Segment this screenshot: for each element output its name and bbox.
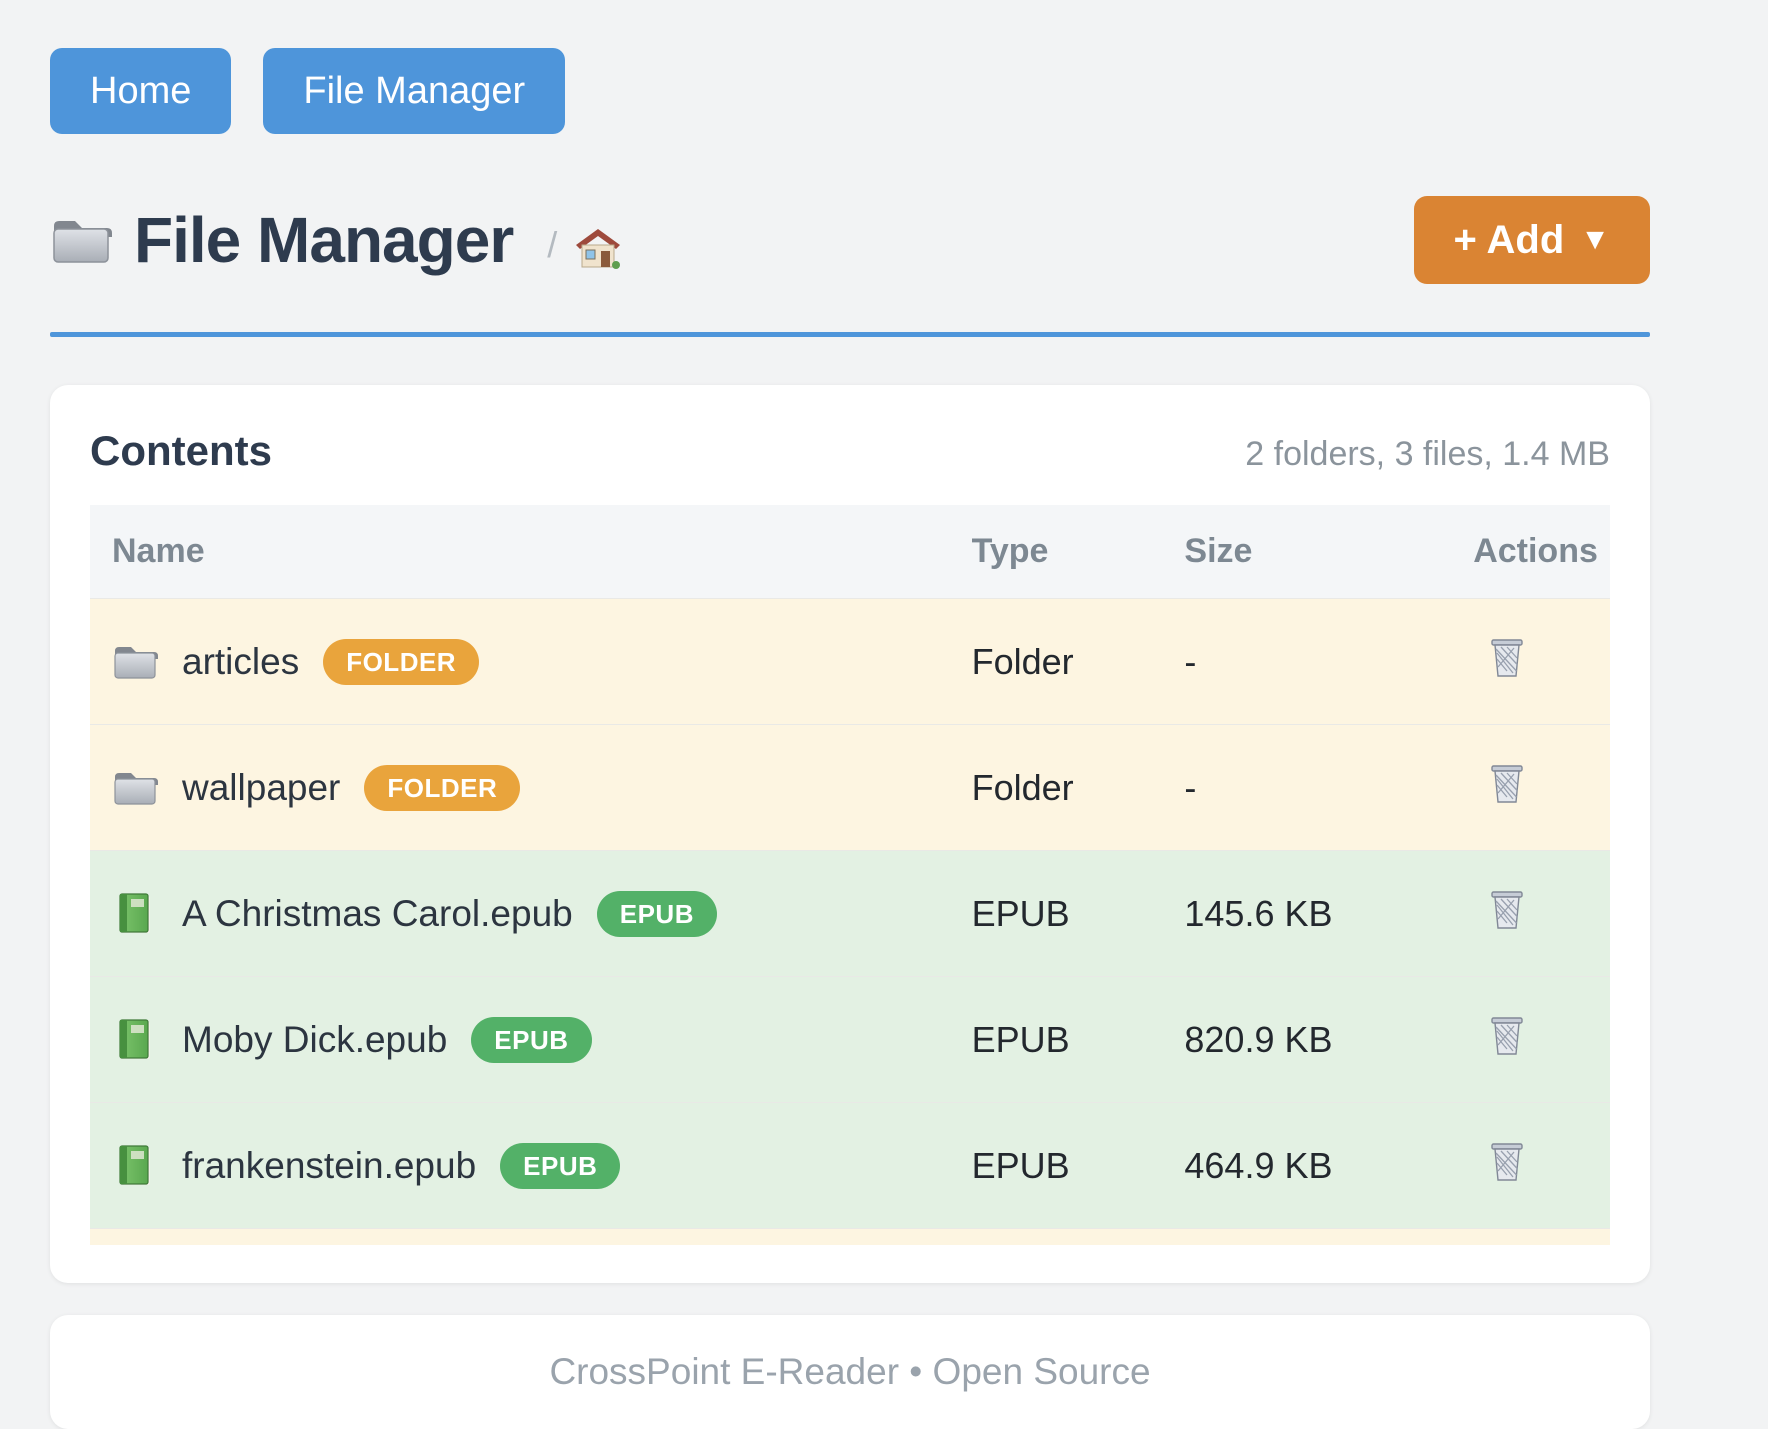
top-nav: Home File Manager — [50, 48, 1650, 134]
page-header: File Manager / + Add ▼ — [50, 192, 1650, 288]
type-badge: EPUB — [500, 1142, 621, 1189]
type-cell: Folder — [971, 724, 1185, 851]
folder-icon — [112, 640, 158, 684]
table-row: A Christmas Carol.epub EPUB EPUB 145.6 K… — [90, 850, 1610, 977]
size-cell: - — [1184, 598, 1474, 725]
size-cell: 145.6 KB — [1184, 850, 1474, 977]
type-badge: EPUB — [471, 1016, 592, 1063]
size-cell: 820.9 KB — [1184, 976, 1474, 1103]
type-cell: EPUB — [971, 1102, 1185, 1229]
type-badge: FOLDER — [323, 638, 480, 685]
size-cell: 464.9 KB — [1184, 1102, 1474, 1229]
contents-summary: 2 folders, 3 files, 1.4 MB — [1245, 435, 1610, 473]
contents-card: Contents 2 folders, 3 files, 1.4 MB Name… — [50, 385, 1650, 1283]
table-row: Moby Dick.epub EPUB EPUB 820.9 KB — [90, 976, 1610, 1103]
footer-text: CrossPoint E-Reader • Open Source — [549, 1351, 1151, 1392]
column-header-actions: Actions — [1473, 505, 1610, 599]
chevron-down-icon: ▼ — [1580, 223, 1610, 256]
epub-book-icon — [112, 892, 158, 936]
delete-button[interactable] — [1487, 761, 1527, 805]
type-cell: Folder — [971, 598, 1185, 725]
home-button[interactable]: Home — [50, 48, 232, 134]
add-button[interactable]: + Add ▼ — [1413, 196, 1650, 284]
delete-button[interactable] — [1487, 887, 1527, 931]
file-name-link[interactable]: A Christmas Carol.epub — [182, 892, 573, 934]
epub-book-icon — [112, 1018, 158, 1062]
file-name-link[interactable]: frankenstein.epub — [182, 1144, 477, 1186]
size-cell: - — [1184, 724, 1474, 851]
file-table: Name Type Size Actions articles FOLDER — [90, 505, 1610, 1245]
page: Home File Manager File Manager / + Add ▼ — [50, 0, 1650, 1429]
delete-button[interactable] — [1487, 1013, 1527, 1057]
delete-button[interactable] — [1487, 1139, 1527, 1183]
type-badge: FOLDER — [364, 764, 521, 811]
page-title: File Manager — [134, 204, 514, 276]
folder-icon — [50, 214, 112, 266]
epub-book-icon — [112, 1144, 158, 1188]
table-header-row: Name Type Size Actions — [90, 505, 1610, 599]
add-button-label: + Add — [1453, 218, 1565, 262]
file-name-link[interactable]: Moby Dick.epub — [182, 1018, 448, 1060]
file-manager-button[interactable]: File Manager — [263, 48, 566, 134]
table-bottom-strip — [90, 1228, 1610, 1245]
table-row: articles FOLDER Folder - — [90, 598, 1610, 725]
folder-icon — [112, 766, 158, 810]
type-badge: EPUB — [596, 890, 717, 937]
type-cell: EPUB — [971, 850, 1185, 977]
table-row: wallpaper FOLDER Folder - — [90, 724, 1610, 851]
table-row: frankenstein.epub EPUB EPUB 464.9 KB — [90, 1102, 1610, 1229]
column-header-type: Type — [971, 505, 1185, 599]
column-header-name: Name — [90, 505, 972, 599]
footer-card: CrossPoint E-Reader • Open Source — [50, 1315, 1650, 1429]
file-name-link[interactable]: articles — [182, 640, 300, 682]
title-divider — [50, 332, 1650, 337]
column-header-size: Size — [1184, 505, 1474, 599]
home-icon[interactable] — [575, 219, 621, 269]
file-name-link[interactable]: wallpaper — [182, 766, 341, 808]
type-cell: EPUB — [971, 976, 1185, 1103]
breadcrumb-separator: / — [547, 224, 558, 265]
contents-title: Contents — [90, 427, 272, 474]
delete-button[interactable] — [1487, 635, 1527, 679]
